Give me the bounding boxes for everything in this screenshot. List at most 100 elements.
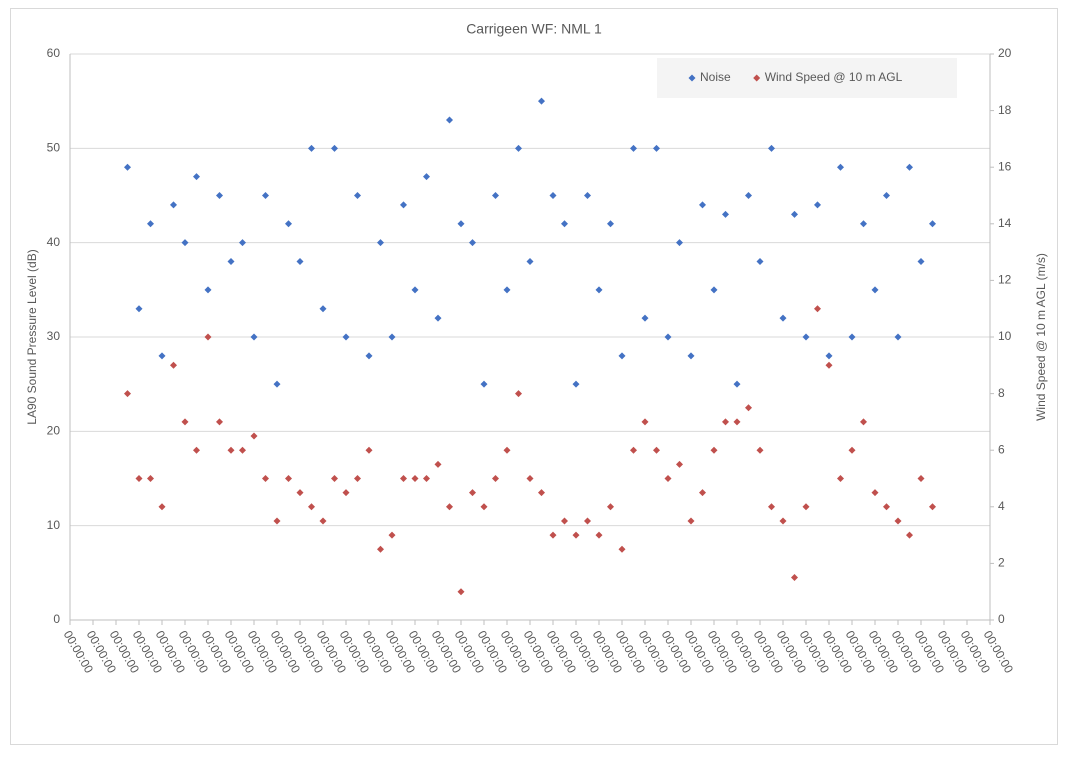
point (584, 192, 591, 199)
point (722, 418, 729, 426)
point (423, 475, 430, 482)
point (216, 192, 223, 199)
point (124, 163, 131, 171)
point (653, 446, 660, 454)
point (480, 503, 488, 511)
y-tick-label: 30 (47, 329, 61, 343)
point (388, 531, 396, 539)
point (250, 333, 258, 341)
point (710, 286, 718, 294)
point (204, 286, 212, 294)
point (917, 258, 925, 266)
point (825, 361, 833, 369)
point (446, 503, 453, 511)
legend-label: Noise (700, 70, 731, 84)
y2-tick-label: 18 (998, 103, 1012, 117)
point (791, 210, 798, 218)
point (814, 201, 821, 209)
point (572, 380, 580, 388)
point (883, 192, 890, 199)
point (722, 210, 729, 218)
point (607, 220, 614, 228)
point (768, 503, 775, 511)
point (331, 144, 338, 152)
point (457, 220, 465, 228)
point (377, 239, 384, 247)
point (745, 192, 752, 199)
point (434, 314, 442, 322)
point (135, 305, 143, 313)
point (549, 192, 557, 199)
point (860, 220, 867, 228)
point (262, 475, 269, 482)
point (354, 475, 361, 482)
point (745, 404, 752, 412)
y2-tick-label: 6 (998, 442, 1005, 456)
point (756, 446, 764, 454)
point (319, 305, 327, 313)
point (273, 380, 281, 388)
point (549, 531, 557, 539)
point (848, 446, 856, 454)
point (296, 258, 304, 266)
point (653, 144, 660, 152)
point (526, 258, 534, 266)
point (170, 361, 177, 369)
point (733, 380, 741, 388)
point (158, 503, 166, 511)
point (848, 333, 856, 341)
point (699, 201, 706, 209)
point (193, 446, 200, 454)
point (411, 286, 419, 294)
point (733, 418, 741, 426)
point (538, 489, 545, 497)
point (515, 144, 522, 152)
y-tick-label: 60 (47, 46, 61, 60)
point (434, 460, 442, 468)
point (894, 333, 902, 341)
point (802, 333, 810, 341)
legend-marker (753, 74, 761, 82)
point (791, 574, 798, 582)
point (710, 446, 718, 454)
point (365, 446, 373, 454)
chart-title: Carrigeen WF: NML 1 (466, 21, 602, 37)
point (250, 432, 258, 440)
point (377, 545, 384, 553)
point (400, 475, 407, 482)
point (929, 220, 936, 228)
point (641, 418, 649, 426)
point (158, 352, 166, 360)
y2-tick-label: 12 (998, 273, 1012, 287)
point (814, 305, 821, 313)
point (779, 517, 787, 525)
y-tick-label: 50 (47, 141, 61, 155)
y2-tick-label: 8 (998, 386, 1005, 400)
legend-box (657, 58, 957, 98)
point (871, 286, 879, 294)
point (342, 333, 350, 341)
point (308, 144, 315, 152)
point (388, 333, 396, 341)
point (883, 503, 890, 511)
point (630, 144, 637, 152)
point (147, 220, 154, 228)
y2-tick-label: 10 (998, 329, 1012, 343)
point (181, 239, 189, 247)
point (503, 446, 511, 454)
point (469, 489, 476, 497)
point (906, 163, 913, 171)
y-axis-label: LA90 Sound Pressure Level (dB) (25, 249, 39, 424)
point (239, 239, 246, 247)
point (216, 418, 223, 426)
point (837, 475, 844, 482)
point (319, 517, 327, 525)
point (676, 460, 683, 468)
point (342, 489, 350, 497)
point (147, 475, 154, 482)
point (135, 475, 143, 482)
point (469, 239, 476, 247)
point (860, 418, 867, 426)
point (285, 475, 292, 482)
point (296, 489, 304, 497)
